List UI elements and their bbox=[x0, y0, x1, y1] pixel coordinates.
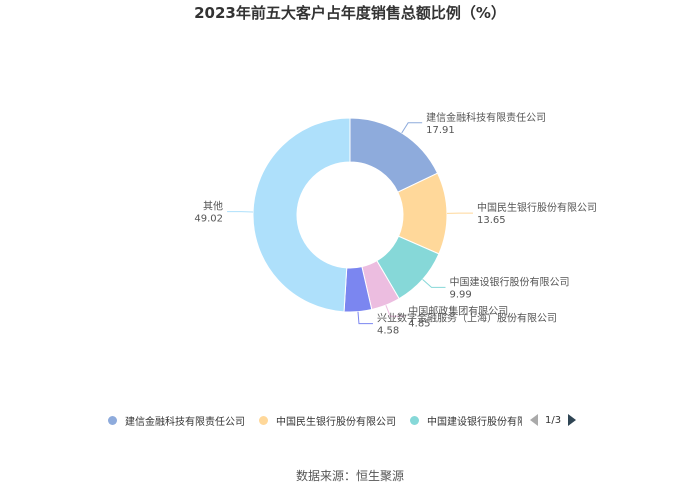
slice-name-label-0: 建信金融科技有限责任公司 bbox=[426, 111, 546, 124]
legend-item-2[interactable]: 中国建设银行股份有限公 bbox=[410, 413, 522, 428]
legend-page-indicator: 1/3 bbox=[545, 414, 562, 426]
legend-label-1: 中国民生银行股份有限公司 bbox=[276, 416, 396, 428]
slice-name-label-1: 中国民生银行股份有限公司 bbox=[477, 201, 597, 214]
legend-prev-icon[interactable] bbox=[530, 414, 538, 426]
legend-dot-2 bbox=[410, 415, 419, 425]
donut-slice-5[interactable] bbox=[252, 117, 351, 313]
legend-item-1[interactable]: 中国民生银行股份有限公司 bbox=[259, 413, 396, 428]
legend-dot-1 bbox=[259, 415, 268, 425]
slice-value-label-0: 17.91 bbox=[426, 125, 455, 136]
data-source: 数据来源：恒生聚源 bbox=[295, 469, 404, 483]
slice-name-label-2: 中国建设银行股份有限公司 bbox=[450, 275, 570, 288]
legend-next-icon[interactable] bbox=[568, 414, 577, 426]
legend-label-0: 建信金融科技有限责任公司 bbox=[125, 416, 245, 428]
leader-line-2 bbox=[422, 279, 446, 288]
legend-pager: 1/3 bbox=[530, 414, 577, 426]
legend-dot-0 bbox=[108, 415, 117, 425]
slice-value-label-1: 13.65 bbox=[477, 215, 506, 226]
leader-line-3 bbox=[385, 304, 405, 317]
leader-line-0 bbox=[401, 122, 423, 134]
slice-name-label-4: 兴业数字金融服务（上海）股份有限公司 bbox=[377, 312, 557, 325]
slice-name-label-3: 中国邮政集团有限公司 bbox=[408, 304, 508, 317]
legend-item-0[interactable]: 建信金融科技有限责任公司 bbox=[108, 413, 245, 428]
leader-line-4 bbox=[357, 311, 373, 325]
slice-value-label-5: 49.02 bbox=[194, 214, 223, 225]
slice-value-label-3: 4.85 bbox=[408, 318, 430, 329]
slice-name-label-5: 其他 bbox=[203, 200, 223, 213]
legend: 建信金融科技有限责任公司 中国民生银行股份有限公司 中国建设银行股份有限公 1/… bbox=[108, 410, 577, 430]
legend-label-2: 中国建设银行股份有限公 bbox=[427, 416, 522, 428]
chart-title: 2023年前五大客户占年度销售总额比例（%） bbox=[194, 4, 506, 22]
slice-value-label-2: 9.99 bbox=[450, 289, 472, 300]
slice-value-label-4: 4.58 bbox=[377, 326, 399, 337]
